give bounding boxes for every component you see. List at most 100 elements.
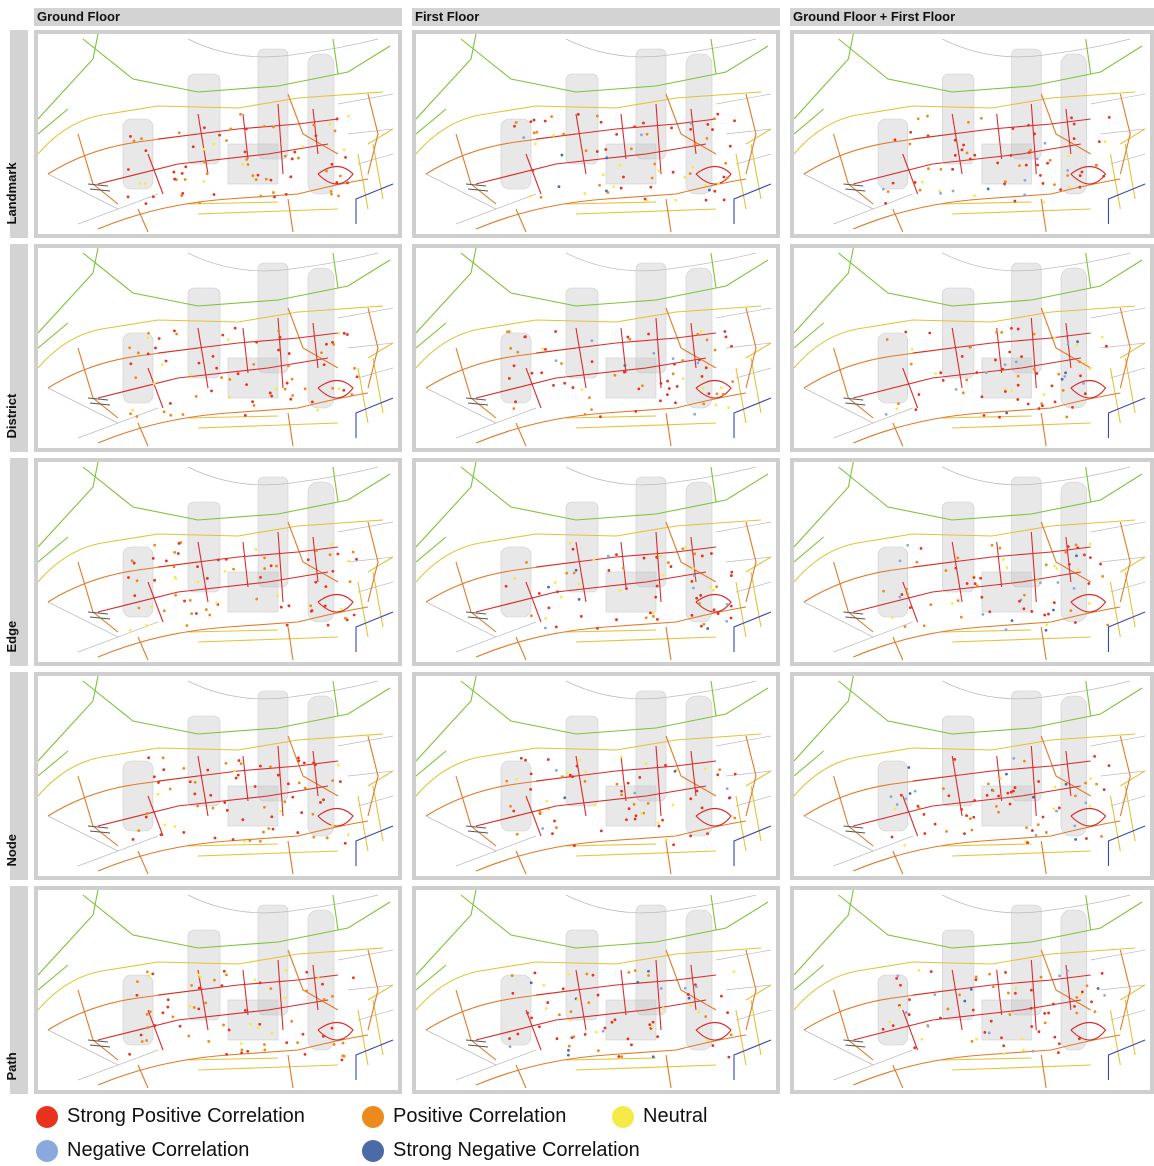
map-dot: [706, 123, 709, 126]
map-dot: [584, 1033, 587, 1036]
map-dot: [1039, 174, 1042, 177]
map-dot: [325, 343, 328, 346]
map-dot: [1037, 780, 1040, 783]
map-dot: [235, 777, 238, 780]
map-dot: [1064, 551, 1067, 554]
map-dot: [647, 974, 650, 977]
map-dot: [569, 774, 572, 777]
map-dot: [634, 969, 637, 972]
map-dot: [998, 547, 1001, 550]
map-dot: [340, 608, 343, 611]
legend-item: Neutral: [612, 1105, 707, 1128]
map-dot: [355, 558, 358, 561]
map-dot: [700, 625, 703, 628]
map-dot: [1023, 760, 1026, 763]
map-dot: [342, 389, 345, 392]
map-dot: [556, 1037, 559, 1040]
map-dot: [1039, 581, 1042, 584]
map-dot: [634, 818, 637, 821]
map-dot: [1010, 327, 1013, 330]
map-dot: [1000, 1036, 1003, 1039]
map-dot: [642, 122, 645, 125]
map-dot: [286, 382, 289, 385]
map-dot: [1010, 390, 1013, 393]
map-dot: [258, 1023, 261, 1026]
map-dot: [197, 974, 200, 977]
map-dot: [983, 414, 986, 417]
map-dot: [254, 785, 257, 788]
map-dot: [591, 360, 594, 363]
map-dot: [1018, 164, 1021, 167]
map-dot: [590, 408, 593, 411]
map-dot: [220, 984, 223, 987]
map-dot: [590, 339, 593, 342]
map-dot: [246, 1050, 249, 1053]
map-dot: [1061, 378, 1064, 381]
map-dot: [704, 184, 707, 187]
map-dot: [1078, 1037, 1081, 1040]
map-dot: [203, 160, 206, 163]
map-dot: [901, 593, 904, 596]
map-dot: [178, 542, 181, 545]
map-dot: [562, 133, 565, 136]
map-dot: [547, 586, 550, 589]
map-dot: [513, 125, 516, 128]
map-dot: [1016, 398, 1019, 401]
map-dot: [541, 347, 544, 350]
map-dot: [141, 1040, 144, 1043]
map-dot: [175, 333, 178, 336]
map-dot: [298, 759, 301, 762]
map-dot: [995, 331, 998, 334]
map-dot: [706, 339, 709, 342]
map-dot: [196, 581, 199, 584]
map-dot: [136, 579, 139, 582]
map-dot: [688, 997, 691, 1000]
map-dot: [671, 803, 674, 806]
map-dot: [249, 839, 252, 842]
map-dot: [578, 583, 581, 586]
map-dot: [909, 792, 912, 795]
map-dot: [263, 1043, 266, 1046]
map-base: [38, 248, 393, 446]
map-dot: [892, 1024, 895, 1027]
map-dot: [570, 1010, 573, 1013]
map-dot: [939, 192, 942, 195]
map-dot: [515, 121, 518, 124]
map-dot: [274, 388, 277, 391]
map-dot: [245, 383, 248, 386]
map-dot: [352, 551, 355, 554]
map-dot: [909, 143, 912, 146]
map-dot: [263, 806, 266, 809]
map-dot: [269, 765, 272, 768]
map-dot: [956, 557, 959, 560]
map-dot: [604, 148, 607, 151]
map-dot: [730, 574, 733, 577]
map-dot: [244, 414, 247, 417]
map-dot: [1065, 783, 1068, 786]
map-dot: [716, 113, 719, 116]
map-dot: [1088, 367, 1091, 370]
map-dot: [279, 336, 282, 339]
map-dot: [1045, 563, 1048, 566]
map-dot: [270, 395, 273, 398]
map-dot: [726, 787, 729, 790]
map-dot: [177, 552, 180, 555]
map-dot: [324, 585, 327, 588]
map-dot: [696, 789, 699, 792]
map-dot: [670, 127, 673, 130]
map-dot: [567, 1049, 570, 1052]
map-dot: [288, 352, 291, 355]
map-dot: [531, 169, 534, 172]
map-panel: [412, 458, 780, 666]
map-dot: [908, 1013, 911, 1016]
map-dot: [927, 1025, 930, 1028]
map-dot: [337, 764, 340, 767]
map-dot: [612, 185, 615, 188]
map-dot: [544, 627, 547, 630]
map-dot: [344, 842, 347, 845]
map-dot: [199, 976, 202, 979]
map-dot: [1033, 133, 1036, 136]
map-panel: [34, 672, 402, 880]
map-dot: [222, 1024, 225, 1027]
map-dot: [723, 330, 726, 333]
